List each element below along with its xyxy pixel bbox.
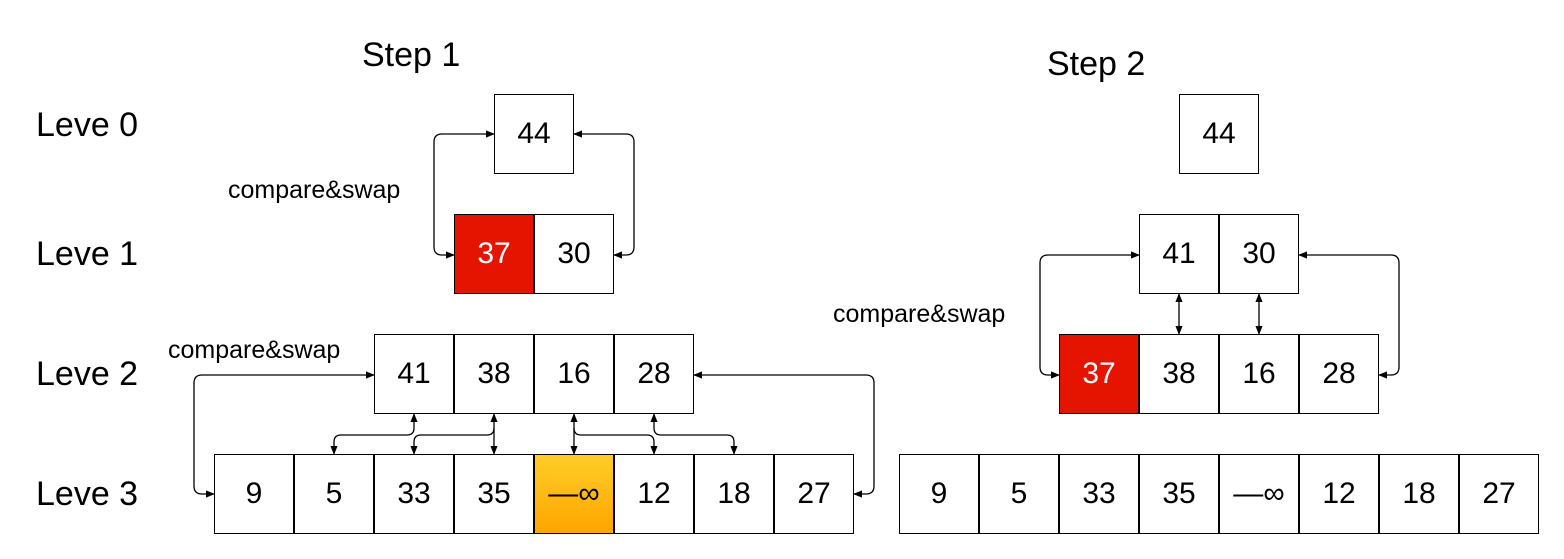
level-label-0: Leve 0 xyxy=(36,106,139,144)
arrow-41-children xyxy=(330,413,418,455)
step2-node-l3-5: 12 xyxy=(1299,454,1379,534)
step2-node-l2-0-highlighted: 37 xyxy=(1059,334,1139,414)
step2-node-l0-0: 44 xyxy=(1179,94,1259,174)
step2-node-l1-0: 41 xyxy=(1139,214,1219,294)
arrow-44-to-37 xyxy=(433,130,495,259)
step1-node-l3-5: 12 xyxy=(614,454,694,534)
step2-node-l3-2: 33 xyxy=(1059,454,1139,534)
compare-swap-label: compare&swap xyxy=(168,336,341,364)
step2-node-l3-3: 35 xyxy=(1139,454,1219,534)
level-label-2: Leve 2 xyxy=(36,355,139,393)
compare-swap-label: compare&swap xyxy=(228,176,401,204)
step2-node-l2-3: 28 xyxy=(1299,334,1379,414)
level-label-3: Leve 3 xyxy=(36,475,139,513)
arrow-30-to-28 xyxy=(1298,251,1400,379)
step1-node-l3-2: 33 xyxy=(374,454,454,534)
step1-node-l3-0: 9 xyxy=(214,454,294,534)
step1-node-l1-1: 30 xyxy=(534,214,614,294)
step2-node-l3-7: 27 xyxy=(1459,454,1539,534)
step2-node-l2-2: 16 xyxy=(1219,334,1299,414)
compare-swap-label: compare&swap xyxy=(833,300,1006,328)
step2-node-l3-4: —∞ xyxy=(1219,454,1299,534)
step1-node-l1-0-highlighted: 37 xyxy=(454,214,534,294)
step2-node-l1-1: 30 xyxy=(1219,214,1299,294)
level-label-1: Leve 1 xyxy=(36,235,139,273)
step1-node-l2-0: 41 xyxy=(374,334,454,414)
step1-node-l0-0: 44 xyxy=(494,94,574,174)
step2-node-l3-0: 9 xyxy=(899,454,979,534)
step2-node-l3-6: 18 xyxy=(1379,454,1459,534)
step1-node-l3-4-highlighted: —∞ xyxy=(534,454,614,534)
step1-node-l3-6: 18 xyxy=(694,454,774,534)
step1-title: Step 1 xyxy=(362,36,461,74)
arrow-28-to-27 xyxy=(693,371,875,498)
arrow-28-to-18 xyxy=(650,413,738,455)
step1-node-l2-1: 38 xyxy=(454,334,534,414)
arrow-16-to-12 xyxy=(573,427,658,455)
step1-node-l2-2: 16 xyxy=(534,334,614,414)
step2-node-l3-1: 5 xyxy=(979,454,1059,534)
step1-node-l3-7: 27 xyxy=(774,454,854,534)
arrow-41-to-9 xyxy=(193,371,375,498)
arrow-38-to-33 xyxy=(410,427,495,455)
step1-node-l2-3: 28 xyxy=(614,334,694,414)
step2-node-l2-1: 38 xyxy=(1139,334,1219,414)
step2-title: Step 2 xyxy=(1047,45,1146,83)
step1-node-l3-3: 35 xyxy=(454,454,534,534)
arrow-44-to-30 xyxy=(573,130,635,259)
step1-node-l3-1: 5 xyxy=(294,454,374,534)
arrow-41-to-37 xyxy=(1039,251,1140,379)
